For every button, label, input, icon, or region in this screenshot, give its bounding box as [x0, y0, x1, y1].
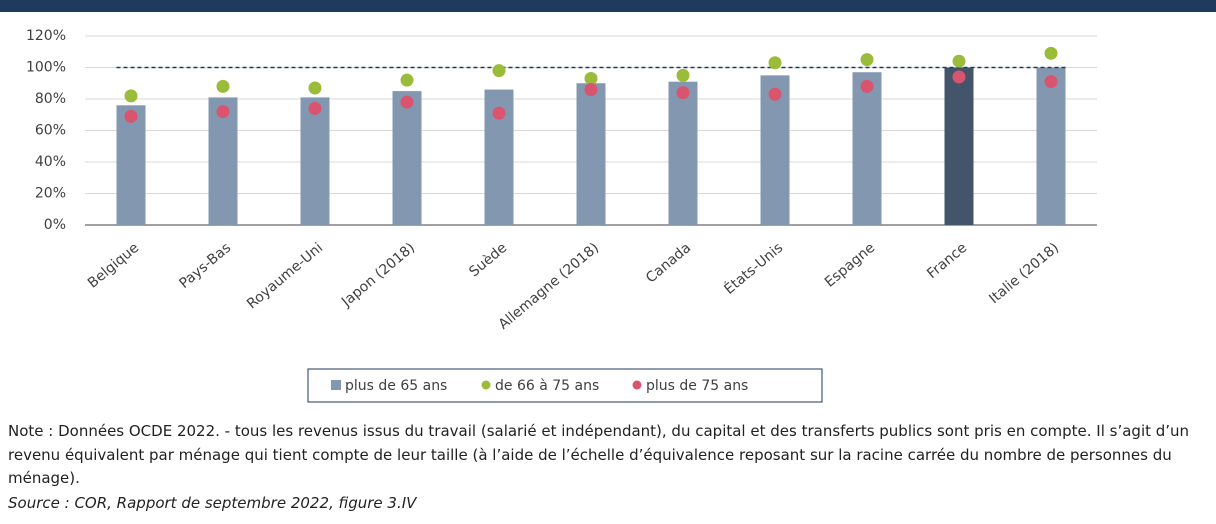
dot	[1044, 75, 1058, 89]
bar	[576, 83, 606, 225]
legend-marker	[331, 380, 341, 390]
y-tick-label: 0%	[44, 217, 66, 233]
dot	[492, 64, 506, 78]
bar	[852, 72, 882, 225]
dot	[308, 81, 322, 95]
x-tick-label: France	[924, 240, 970, 282]
dot	[584, 83, 598, 97]
dot	[584, 72, 598, 86]
bar	[208, 97, 238, 225]
x-tick-label: Espagne	[822, 240, 878, 291]
legend-box	[307, 368, 823, 403]
x-tick-label: Royaume-Uni	[244, 240, 326, 312]
dot	[124, 89, 138, 103]
dot	[768, 56, 782, 70]
bar	[1036, 67, 1066, 225]
x-tick-label: Pays-Bas	[176, 240, 234, 292]
dot	[952, 54, 966, 68]
dot	[124, 109, 138, 123]
dot	[400, 73, 414, 87]
bar	[944, 67, 974, 225]
y-tick-label: 40%	[35, 154, 66, 170]
y-tick-label: 120%	[26, 28, 66, 44]
source: Source : COR, Rapport de septembre 2022,…	[8, 494, 417, 512]
x-tick-label: Allemagne (2018)	[496, 240, 602, 333]
dot	[1044, 46, 1058, 60]
header-band	[0, 0, 1216, 12]
dot	[492, 106, 506, 120]
dot	[400, 95, 414, 109]
bar	[116, 105, 146, 225]
dot	[676, 86, 690, 100]
chart: 0% 20% 40% 60% 80% 100% 120% Belgique Pays-Bas Ro…	[26, 28, 1097, 403]
legend-label: plus de 75 ans	[646, 378, 748, 394]
x-tick-label: Suède	[466, 240, 510, 280]
note: Note : Données OCDE 2022. - tous les rev…	[8, 422, 1190, 487]
legend-marker	[632, 380, 642, 390]
bar	[668, 81, 698, 225]
y-tick-label: 60%	[35, 123, 66, 139]
dot	[216, 105, 230, 119]
x-tick-label: Canada	[643, 240, 694, 287]
dot	[860, 53, 874, 67]
legend-label: plus de 65 ans	[345, 378, 447, 394]
dot	[952, 70, 966, 84]
x-tick-label: États-Unis	[721, 239, 786, 298]
dot	[768, 87, 782, 101]
bar	[300, 97, 330, 225]
x-tick-label: Japon (2018)	[338, 240, 418, 311]
x-tick-label: Belgique	[85, 240, 142, 292]
y-tick-label: 80%	[35, 91, 66, 107]
bar	[392, 91, 422, 225]
dot	[860, 79, 874, 93]
legend-label: de 66 à 75 ans	[495, 378, 599, 394]
dot	[216, 79, 230, 93]
y-tick-label: 100%	[26, 60, 66, 76]
dot	[676, 68, 690, 82]
y-tick-label: 20%	[35, 186, 66, 202]
x-tick-label: Italie (2018)	[986, 240, 1062, 307]
dot	[308, 101, 322, 115]
legend-marker	[481, 380, 491, 390]
